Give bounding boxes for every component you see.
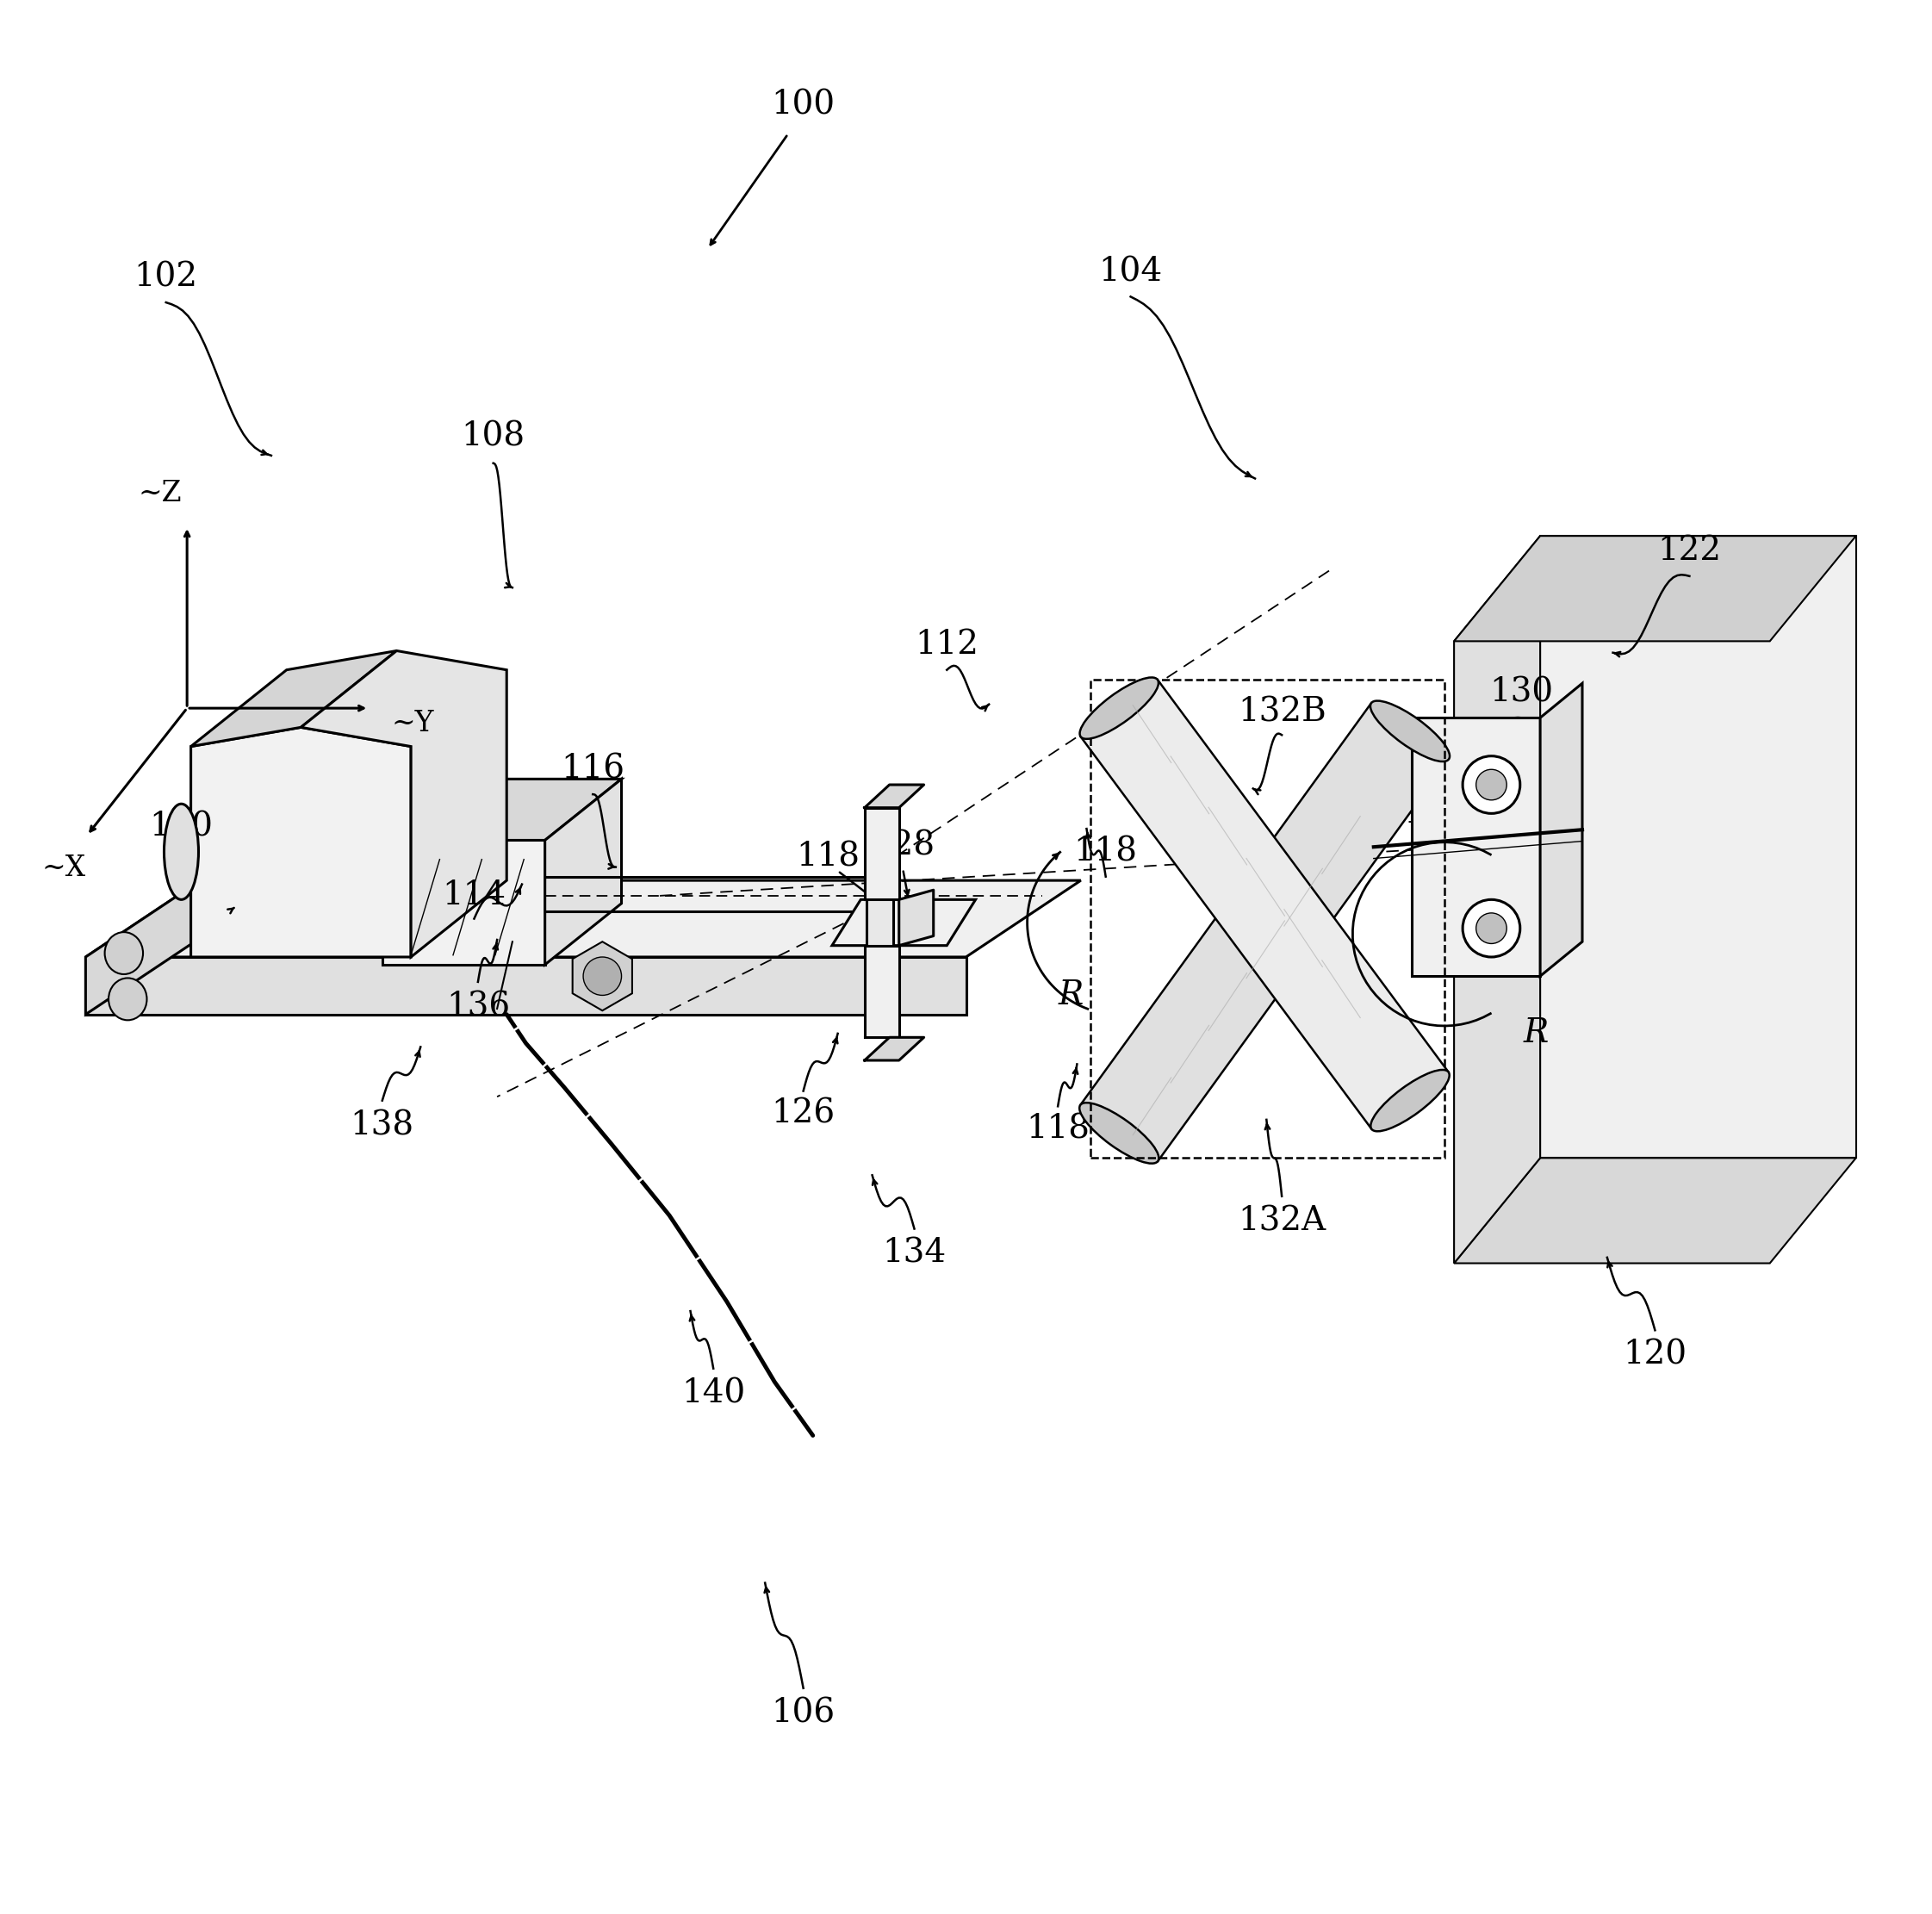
Text: 114: 114 xyxy=(442,880,506,911)
Text: 132B: 132B xyxy=(1238,697,1325,727)
Text: R: R xyxy=(1059,980,1084,1011)
Text: 118: 118 xyxy=(1074,836,1138,867)
Polygon shape xyxy=(898,890,933,946)
Ellipse shape xyxy=(164,804,199,900)
Ellipse shape xyxy=(1370,1070,1449,1131)
Text: 132A: 132A xyxy=(1238,1206,1325,1236)
Polygon shape xyxy=(866,812,893,1034)
Ellipse shape xyxy=(108,978,147,1020)
Text: 128: 128 xyxy=(871,831,935,861)
Polygon shape xyxy=(383,840,545,965)
Text: ~X: ~X xyxy=(43,854,87,882)
Polygon shape xyxy=(833,900,976,946)
Text: 122: 122 xyxy=(1658,536,1721,567)
Text: 140: 140 xyxy=(682,1378,746,1409)
Text: 116: 116 xyxy=(560,754,624,785)
Polygon shape xyxy=(301,651,506,957)
Text: 118: 118 xyxy=(1026,1114,1090,1145)
Text: 118: 118 xyxy=(796,842,860,873)
Text: 120: 120 xyxy=(1623,1340,1687,1370)
Text: 130: 130 xyxy=(1490,678,1553,708)
Ellipse shape xyxy=(1080,1102,1159,1164)
Polygon shape xyxy=(85,957,966,1014)
Circle shape xyxy=(1463,900,1520,957)
Text: 102: 102 xyxy=(133,262,197,293)
Polygon shape xyxy=(1412,718,1540,976)
Text: ~Z: ~Z xyxy=(139,480,182,507)
Polygon shape xyxy=(1455,536,1857,641)
Polygon shape xyxy=(545,779,622,965)
Polygon shape xyxy=(1455,536,1540,1263)
Polygon shape xyxy=(191,727,412,957)
Text: 106: 106 xyxy=(771,1698,835,1728)
Text: 104: 104 xyxy=(1099,256,1163,287)
Polygon shape xyxy=(377,852,412,953)
Text: R: R xyxy=(1524,1018,1549,1049)
Polygon shape xyxy=(85,880,1080,957)
Ellipse shape xyxy=(104,932,143,974)
Polygon shape xyxy=(85,880,201,1014)
Text: 138: 138 xyxy=(350,1110,413,1141)
Polygon shape xyxy=(864,946,898,1037)
Circle shape xyxy=(1476,913,1507,944)
Polygon shape xyxy=(1540,683,1582,976)
Text: 108: 108 xyxy=(462,421,526,452)
Polygon shape xyxy=(191,651,396,746)
Text: 112: 112 xyxy=(916,630,980,660)
Circle shape xyxy=(1463,756,1520,813)
Polygon shape xyxy=(315,880,377,953)
Bar xyxy=(1090,679,1445,1158)
Text: 110: 110 xyxy=(149,812,213,842)
Ellipse shape xyxy=(1080,678,1159,739)
Polygon shape xyxy=(1540,536,1857,1158)
Circle shape xyxy=(583,957,622,995)
Polygon shape xyxy=(1455,1158,1857,1263)
Text: 124: 124 xyxy=(1403,798,1466,829)
Polygon shape xyxy=(383,779,622,840)
Ellipse shape xyxy=(1370,701,1449,762)
Text: 126: 126 xyxy=(771,1099,835,1129)
Circle shape xyxy=(1476,769,1507,800)
Polygon shape xyxy=(864,808,898,900)
Polygon shape xyxy=(864,1037,923,1060)
Text: 100: 100 xyxy=(771,90,835,121)
Text: 136: 136 xyxy=(446,991,510,1022)
Polygon shape xyxy=(1080,702,1449,1162)
Text: ~Y: ~Y xyxy=(392,710,435,737)
Polygon shape xyxy=(864,785,923,808)
Polygon shape xyxy=(315,852,412,880)
Polygon shape xyxy=(1080,679,1449,1129)
Polygon shape xyxy=(572,942,632,1011)
Text: 134: 134 xyxy=(883,1238,947,1269)
